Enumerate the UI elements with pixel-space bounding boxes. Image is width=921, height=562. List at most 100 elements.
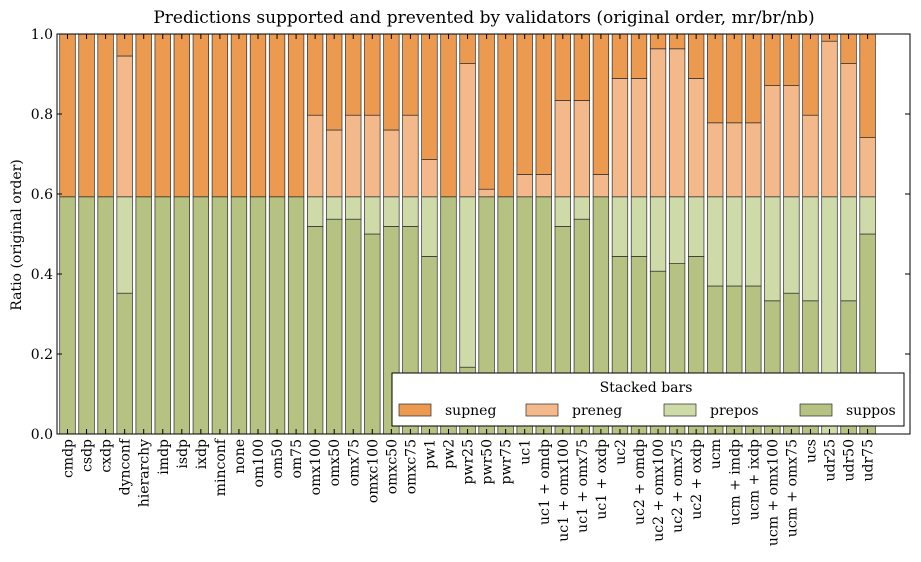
legend: Stacked bars supneg preneg prepos suppos — [391, 372, 905, 427]
bar-segment-preneg — [116, 55, 133, 198]
y-axis-ticks: 0.0 0.2 0.4 0.6 0.8 1.0 — [31, 27, 910, 443]
x-tick-label: imdp — [156, 439, 172, 475]
bar-segment-supneg — [630, 33, 648, 79]
x-tick-label: omxc100 — [365, 439, 381, 503]
x-tick-label: uc2 + omx75 — [670, 439, 686, 533]
bar-segment-preneg — [630, 78, 648, 198]
bar-segment-preneg — [383, 129, 400, 198]
bar-segment-preneg — [592, 174, 610, 198]
x-tick-label: omxc50 — [384, 439, 400, 494]
bar-segment-preneg — [478, 188, 495, 198]
x-tick-label: ucm + ixdp — [746, 439, 762, 520]
bar-segment-prepos — [707, 196, 724, 287]
bar-segment-preneg — [402, 114, 419, 198]
bar-segment-preneg — [459, 63, 476, 198]
bar-segment-supneg — [764, 33, 781, 86]
bar-segment-supneg — [287, 33, 305, 198]
bar-segment-prepos — [611, 196, 629, 257]
x-tick-label: uc2 + omx100 — [651, 439, 667, 542]
x-tick-label: isdp — [175, 439, 191, 469]
bar-segment-preneg — [516, 174, 533, 198]
bar-segment-supneg — [307, 33, 324, 116]
y-tick-label: 0.4 — [31, 267, 53, 283]
bar-segment-supneg — [611, 33, 629, 79]
bar-segment-supneg — [364, 33, 381, 116]
bar-segment-preneg — [326, 129, 343, 198]
bar-segment-suppos — [364, 233, 381, 435]
x-tick-label: uc2 — [613, 439, 629, 465]
bar-segment-supneg — [497, 33, 514, 198]
x-tick-label: pwr50 — [480, 439, 496, 484]
bar-segment-suppos — [307, 226, 324, 435]
x-tick-label: ucm + omx75 — [784, 439, 800, 537]
y-tick-label: 0.8 — [31, 107, 53, 123]
bar-segment-preneg — [421, 159, 438, 198]
legend-box — [391, 372, 905, 427]
bar-segment-supneg — [745, 33, 762, 124]
bar-segment-prepos — [687, 196, 705, 257]
x-tick-label: ucm + imdp — [727, 439, 743, 525]
y-axis-label: Ratio (original order) — [9, 159, 25, 311]
bar-segment-prepos — [726, 196, 743, 287]
bar-segment-prepos — [116, 196, 133, 294]
bar-segment-preneg — [535, 174, 552, 198]
chart-title: Predictions supported and prevented by v… — [153, 8, 814, 28]
bar-segment-suppos — [97, 196, 114, 435]
bar-segment-prepos — [554, 196, 571, 227]
x-tick-label: ucm — [708, 439, 724, 469]
bar-segment-preneg — [345, 114, 362, 198]
x-tick-label: uc1 + omx100 — [556, 439, 572, 542]
bar-segment-supneg — [59, 33, 76, 198]
x-tick-label: om75 — [289, 439, 305, 479]
x-tick-label: uc1 + omx75 — [575, 439, 591, 533]
bar-segment-prepos — [459, 196, 476, 368]
bar-segment-suppos — [287, 196, 305, 435]
x-tick-label: hierarchy — [137, 439, 153, 507]
bar-segment-preneg — [668, 48, 686, 198]
bar-segment-prepos — [364, 196, 381, 235]
bar-segment-supneg — [802, 33, 819, 116]
y-tick-label: 0.6 — [31, 187, 53, 203]
bar-segment-prepos — [630, 196, 648, 257]
bar-segment-prepos — [573, 196, 590, 220]
x-axis-ticks: cmdp csdp cxdp dynconf hierarchy imdp isdp ixdp… — [61, 34, 877, 546]
bar-segment-prepos — [307, 196, 324, 227]
legend-swatch-suppos — [799, 403, 833, 417]
bar-segment-suppos — [173, 196, 190, 435]
x-tick-label: csdp — [80, 439, 96, 472]
bar-segment-supneg — [592, 33, 610, 175]
x-tick-label: pwr75 — [499, 439, 515, 484]
bar-segment-prepos — [345, 196, 362, 220]
bar-segment-supneg — [154, 33, 171, 198]
bar-segment-supneg — [268, 33, 286, 198]
bar-segment-prepos — [802, 196, 819, 302]
bar-series-group — [59, 33, 876, 435]
bar-segment-supneg — [78, 33, 95, 198]
bar-segment-supneg — [402, 33, 419, 116]
legend-swatch-supneg — [398, 403, 432, 417]
bar-segment-prepos — [783, 196, 800, 294]
x-tick-label: omxc75 — [403, 439, 419, 494]
legend-entries: supneg preneg prepos suppos — [398, 403, 896, 419]
x-tick-label: uc1 + oxdp — [594, 439, 610, 520]
legend-swatch-preneg — [525, 403, 559, 417]
bar-segment-preneg — [554, 100, 571, 198]
x-tick-label: uc1 — [518, 439, 534, 465]
y-tick-label: 0.2 — [31, 347, 53, 363]
legend-label-prepos: prepos — [710, 403, 759, 419]
x-tick-label: none — [232, 439, 248, 474]
bar-segment-supneg — [230, 33, 248, 198]
bar-segment-supneg — [421, 33, 438, 160]
bar-segment-preneg — [573, 100, 590, 198]
bar-segment-suppos — [135, 196, 152, 435]
legend-title: Stacked bars — [600, 380, 693, 396]
bar-segment-preneg — [687, 78, 705, 198]
x-tick-label: udr50 — [842, 439, 858, 482]
bar-segment-preneg — [726, 122, 743, 198]
bar-segment-suppos — [154, 196, 171, 435]
bar-segment-supneg — [345, 33, 362, 116]
bar-segment-preneg — [764, 85, 781, 198]
bar-segment-preneg — [611, 78, 629, 198]
x-tick-label: pwr25 — [461, 439, 477, 484]
